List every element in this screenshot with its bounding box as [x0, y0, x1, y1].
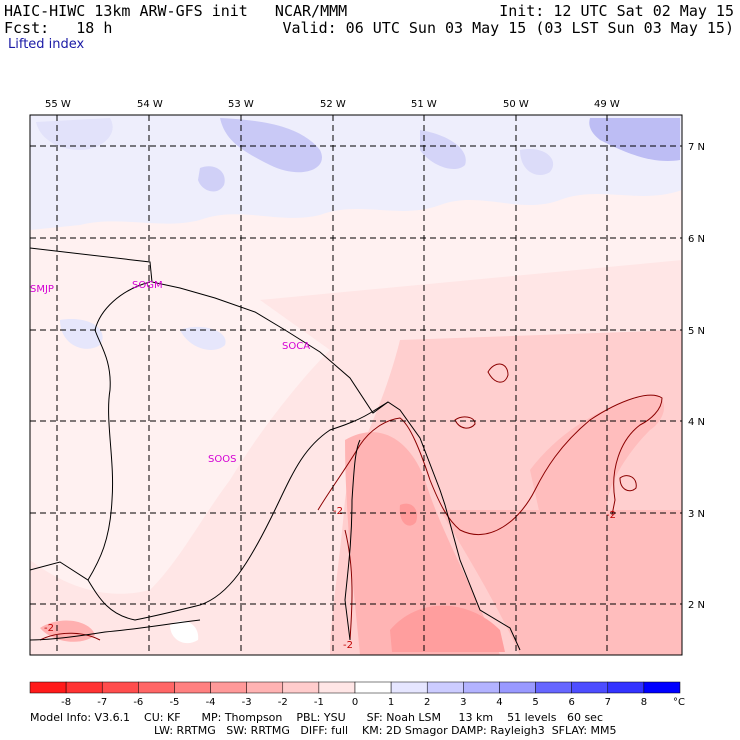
colorbar-swatch [463, 681, 500, 694]
colorbar-tick-label: 0 [352, 697, 358, 708]
header-init: Init: 12 UTC Sat 02 May 15 [499, 2, 734, 20]
colorbar-swatch [535, 681, 572, 694]
colorbar-swatch [65, 681, 103, 694]
colorbar-tick-label: -1 [314, 697, 324, 708]
colorbar-swatch [571, 681, 609, 694]
colorbar-tick-label: -5 [169, 697, 179, 708]
contour-label: -2 [44, 623, 54, 634]
lat-label: 4 N [688, 417, 705, 428]
colorbar-tick-label: -6 [133, 697, 143, 708]
contour-label: -2 [343, 640, 353, 651]
header-forecast: Fcst: 18 h [4, 19, 113, 37]
colorbar-tick-label: -2 [278, 697, 288, 708]
map-frame [29, 114, 683, 656]
colorbar-tick-label: 6 [568, 697, 574, 708]
lifted-index-field [30, 115, 682, 655]
station-label: SOGM [132, 280, 163, 291]
lat-label: 2 N [688, 600, 705, 611]
colorbar-tick-label: -3 [242, 697, 252, 708]
colorbar-swatch [426, 681, 464, 694]
colorbar-swatch [138, 681, 175, 694]
colorbar-swatch [318, 681, 356, 694]
boundaries [29, 247, 521, 651]
colorbar-tick-label: 5 [532, 697, 538, 708]
colorbar-swatch [354, 681, 392, 694]
colorbar-swatch [390, 681, 428, 694]
colorbar-tick-label: 7 [605, 697, 611, 708]
colorbar-tick-label: -4 [206, 697, 216, 708]
colorbar-tick-label: 8 [641, 697, 647, 708]
lon-label: 53 W [228, 99, 254, 110]
header-valid: Valid: 06 UTC Sun 03 May 15 (03 LST Sun … [282, 19, 734, 37]
colorbar-swatch [246, 681, 284, 694]
lat-label: 6 N [688, 234, 705, 245]
lat-label: 3 N [688, 509, 705, 520]
station-label: SMJP [30, 284, 54, 295]
colorbar-tick-label: -7 [97, 697, 107, 708]
colorbar-unit: °C [673, 697, 685, 708]
colorbar-swatch [174, 681, 211, 694]
colorbar-swatch [499, 681, 536, 694]
lon-label: 50 W [503, 99, 529, 110]
colorbar-swatch [282, 681, 320, 694]
lon-label: 49 W [594, 99, 620, 110]
colorbar-swatch [607, 681, 645, 694]
contour-lines [39, 363, 663, 641]
color-bar: -8 -7 -6 -5 -4 -3 -2 -1 0 1 2 3 4 5 6 7 8 [29, 681, 681, 708]
lat-label: 5 N [688, 326, 705, 337]
lon-label: 52 W [320, 99, 346, 110]
lat-label: 7 N [688, 142, 705, 153]
header-title: HAIC-HIWC 13km ARW-GFS init NCAR/MMM [4, 2, 348, 20]
colorbar-swatch [29, 681, 67, 694]
graticule [30, 115, 682, 655]
colorbar-swatch [643, 681, 681, 694]
colorbar-tick-label: 1 [388, 697, 394, 708]
colorbar-swatch [210, 681, 247, 694]
lon-label: 54 W [137, 99, 163, 110]
contour-label: -2 [333, 506, 343, 517]
model-info-line-1: Model Info: V3.6.1 CU: KF MP: Thompson P… [30, 711, 603, 724]
field-name: Lifted index [8, 37, 85, 52]
station-label: SOOS [208, 454, 236, 465]
colorbar-swatch [101, 681, 139, 694]
contour-label: -2 [606, 510, 616, 521]
colorbar-tick-label: 4 [496, 697, 502, 708]
lon-label: 51 W [411, 99, 437, 110]
colorbar-tick-label: 3 [460, 697, 466, 708]
colorbar-tick-label: -8 [61, 697, 71, 708]
lon-label: 55 W [45, 99, 71, 110]
model-info-line-2: LW: RRTMG SW: RRTMG DIFF: full KM: 2D Sm… [154, 724, 617, 737]
station-label: SOCA [282, 341, 310, 352]
colorbar-tick-label: 2 [424, 697, 430, 708]
